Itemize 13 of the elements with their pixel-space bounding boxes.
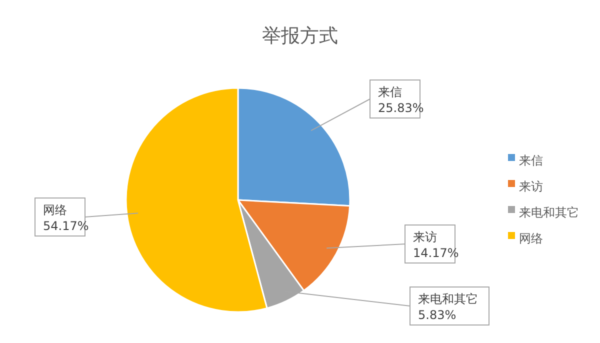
slice-label: 来访	[413, 230, 437, 244]
data-label: 54.17%	[43, 219, 89, 233]
legend-label: 来电和其它	[519, 205, 579, 220]
data-label: 14.17%	[413, 246, 459, 260]
data-label: 25.83%	[378, 101, 424, 115]
legend-label: 来信	[519, 153, 543, 168]
legend-label: 网络	[519, 231, 543, 246]
slice-label: 来信	[378, 85, 402, 99]
slice-label: 网络	[43, 203, 67, 217]
chart-title: 举报方式	[262, 25, 338, 47]
data-label: 5.83%	[418, 308, 456, 322]
legend-label: 来访	[519, 179, 543, 194]
slice-label: 来电和其它	[418, 292, 478, 306]
